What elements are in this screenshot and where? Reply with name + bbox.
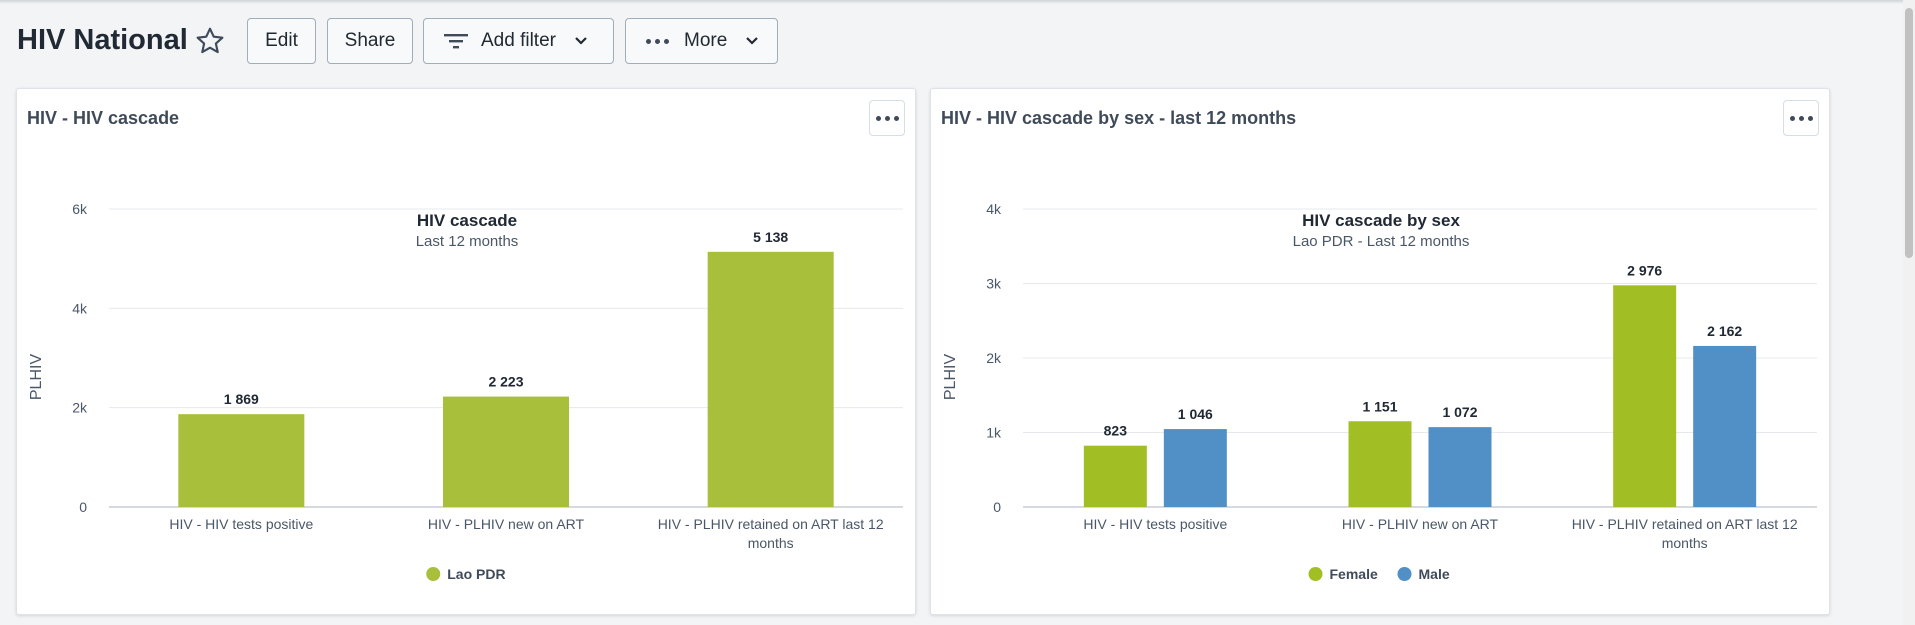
x-tick-label: months: [1662, 535, 1708, 551]
bar: [1693, 345, 1757, 507]
share-button-label: Share: [344, 30, 396, 51]
x-tick-label: HIV - PLHIV retained on ART last 12: [658, 516, 884, 532]
add-filter-label: Add filter: [481, 30, 556, 51]
y-tick-label: 4k: [72, 300, 88, 316]
x-tick-label: HIV - PLHIV new on ART: [1342, 516, 1499, 532]
y-tick-label: 1k: [986, 425, 1002, 441]
x-tick-label: HIV - HIV tests positive: [1083, 516, 1227, 532]
data-label: 1 869: [224, 391, 259, 407]
legend-label: Lao PDR: [447, 566, 505, 582]
more-dots-icon: [644, 38, 671, 44]
data-label: 1 072: [1442, 404, 1477, 420]
legend-swatch: [1397, 567, 1412, 581]
chart-title: HIV cascade: [417, 211, 517, 230]
legend-label: Female: [1330, 566, 1378, 582]
y-axis-label: PLHIV: [28, 354, 45, 401]
star-icon[interactable]: [194, 25, 226, 57]
bar: [1613, 285, 1677, 507]
page-scrollbar[interactable]: [1903, 0, 1915, 625]
bar: [1428, 427, 1492, 507]
legend-label: Male: [1419, 566, 1450, 582]
y-tick-label: 0: [993, 499, 1001, 515]
page-title: HIV National: [17, 24, 188, 56]
chart-subtitle: Last 12 months: [416, 233, 519, 250]
scrollbar-thumb[interactable]: [1905, 8, 1913, 258]
y-tick-label: 2k: [72, 400, 88, 416]
y-tick-label: 2k: [986, 350, 1002, 366]
chart-hiv-cascade: HIV cascade Last 12 months 0 2k 4k 6k PLHIV 1 8…: [28, 201, 903, 582]
bar: [178, 414, 305, 507]
y-axis-label: PLHIV: [942, 354, 959, 401]
top-shadow: [0, 0, 1915, 4]
card-menu-button[interactable]: [1783, 100, 1819, 136]
legend-swatch: [426, 567, 441, 581]
legend-swatch: [1308, 567, 1323, 581]
data-label: 1 046: [1178, 406, 1213, 422]
x-tick-label: months: [748, 535, 794, 551]
bar: [707, 251, 834, 507]
card-title: HIV - HIV cascade by sex - last 12 month…: [941, 108, 1297, 128]
chart-card-hiv-cascade-by-sex: HIV - HIV cascade by sex - last 12 month…: [930, 88, 1830, 615]
bar: [1348, 421, 1412, 507]
bar: [443, 396, 569, 507]
share-button[interactable]: Share: [327, 18, 413, 64]
bar: [1163, 429, 1227, 507]
y-tick-label: 6k: [72, 201, 88, 217]
edit-button[interactable]: Edit: [247, 18, 316, 64]
add-filter-button[interactable]: Add filter: [423, 18, 614, 64]
chart-card-hiv-cascade: HIV - HIV cascade HIV cascade Last 12 mon…: [16, 88, 916, 615]
data-label: 2 223: [488, 374, 523, 390]
data-label: 5 138: [753, 229, 788, 245]
x-tick-label: HIV - PLHIV new on ART: [428, 516, 585, 532]
more-label: More: [684, 30, 728, 51]
chevron-down-icon: [575, 37, 587, 45]
y-tick-label: 0: [79, 499, 87, 515]
card-title: HIV - HIV cascade: [27, 108, 180, 128]
more-button[interactable]: More: [625, 18, 778, 64]
y-tick-label: 3k: [986, 276, 1002, 292]
y-tick-label: 4k: [986, 201, 1002, 217]
edit-button-label: Edit: [265, 30, 298, 51]
bar: [1083, 445, 1147, 507]
data-label: 823: [1104, 423, 1128, 439]
filter-icon: [444, 34, 468, 49]
data-label: 1 151: [1362, 398, 1397, 414]
data-label: 2 976: [1627, 262, 1662, 278]
x-tick-label: HIV - PLHIV retained on ART last 12: [1572, 516, 1798, 532]
chart-title: HIV cascade by sex: [1302, 211, 1460, 230]
data-label: 2 162: [1707, 323, 1742, 339]
chevron-down-icon: [746, 37, 759, 45]
chart-hiv-cascade-by-sex: HIV cascade by sex Lao PDR - Last 12 mont…: [942, 201, 1817, 582]
chart-subtitle: Lao PDR - Last 12 months: [1293, 233, 1470, 250]
x-tick-label: HIV - HIV tests positive: [169, 516, 313, 532]
card-menu-button[interactable]: [869, 100, 905, 136]
dashboard-header: HIV National Edit Share Add filter More: [0, 14, 1915, 66]
